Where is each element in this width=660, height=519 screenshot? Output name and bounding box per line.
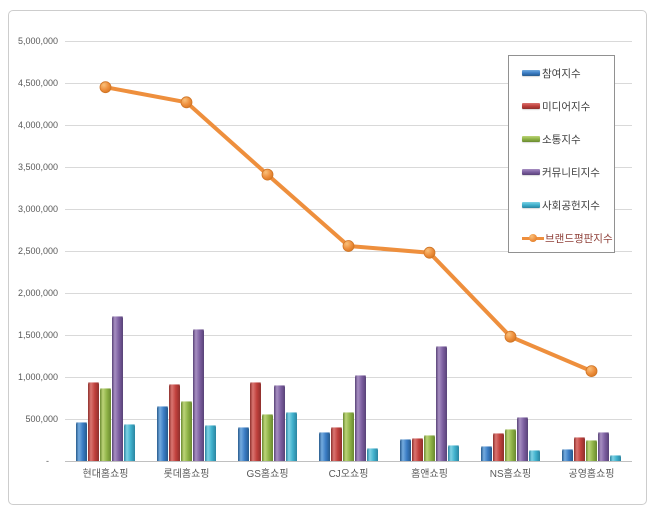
y-axis-tick-label: - (46, 456, 49, 466)
y-axis-tick-label: 2,500,000 (17, 246, 58, 256)
bar (598, 432, 609, 461)
bar (100, 388, 111, 461)
legend-item: 커뮤니티지수 (522, 163, 600, 181)
bar (493, 433, 504, 461)
legend-label: 커뮤니티지수 (542, 166, 600, 179)
y-axis-tick-label: 1,000,000 (17, 372, 58, 382)
bar (157, 406, 168, 461)
legend-line-swatch (522, 233, 544, 243)
y-axis-tick-label: 5,000,000 (17, 36, 58, 46)
bar (331, 427, 342, 461)
gridline (65, 377, 632, 378)
bar (436, 346, 447, 461)
bar (262, 414, 273, 461)
gridline (65, 83, 632, 84)
y-axis-tick-label: 4,000,000 (17, 120, 58, 130)
bar (193, 329, 204, 461)
bar (169, 384, 180, 461)
bar (424, 435, 435, 461)
bar (238, 427, 249, 461)
bar (355, 375, 366, 461)
legend-swatch (522, 136, 540, 142)
bar (517, 417, 528, 461)
legend-item: 미디어지수 (522, 97, 590, 115)
bar (610, 455, 621, 461)
y-axis-tick-label: 1,500,000 (17, 330, 58, 340)
y-axis-tick-label: 2,000,000 (17, 288, 58, 298)
x-axis-category-label: 공영홈쇼핑 (568, 469, 615, 480)
x-axis-category-label: GS홈쇼핑 (246, 469, 289, 480)
legend-label: 사회공헌지수 (542, 199, 600, 212)
bar (448, 445, 459, 461)
y-axis-tick-label: 500,000 (25, 414, 58, 424)
bar (181, 401, 192, 461)
legend-label: 브랜드평판지수 (545, 232, 613, 245)
x-axis-category-label: 홈앤쇼핑 (411, 469, 448, 480)
legend-swatch (522, 202, 540, 208)
y-axis-tick-label: 3,500,000 (17, 162, 58, 172)
gridline (65, 293, 632, 294)
bar (343, 412, 354, 461)
legend-swatch (522, 103, 540, 109)
bar (76, 422, 87, 461)
bar (88, 382, 99, 461)
legend-item: 사회공헌지수 (522, 196, 600, 214)
bar (367, 448, 378, 461)
bar (124, 424, 135, 461)
legend-item: 소통지수 (522, 130, 581, 148)
legend-label: 참여지수 (542, 67, 581, 80)
x-axis-category-label: 현대홈쇼핑 (82, 469, 129, 480)
bar (505, 429, 516, 461)
bar (250, 382, 261, 461)
y-axis-tick-label: 3,000,000 (17, 204, 58, 214)
legend-item: 브랜드평판지수 (522, 229, 613, 247)
x-axis-category-label: CJ오쇼핑 (328, 469, 369, 480)
gridline (65, 41, 632, 42)
legend-label: 소통지수 (542, 133, 581, 146)
bar (112, 316, 123, 461)
bar (481, 446, 492, 461)
legend-item: 참여지수 (522, 64, 581, 82)
bar (319, 432, 330, 461)
bar (286, 412, 297, 461)
x-axis-category-label: NS홈쇼핑 (489, 469, 532, 480)
bar (586, 440, 597, 461)
bar (574, 437, 585, 461)
legend-label: 미디어지수 (542, 100, 591, 113)
bar (529, 450, 540, 461)
bar (400, 439, 411, 461)
legend-line-marker (529, 234, 537, 242)
bar (205, 425, 216, 461)
bar (274, 385, 285, 461)
bar (412, 438, 423, 461)
legend-swatch (522, 70, 540, 76)
gridline (65, 335, 632, 336)
legend-swatch (522, 169, 540, 175)
bar (562, 449, 573, 461)
y-axis-tick-label: 4,500,000 (17, 78, 58, 88)
x-axis-line (65, 461, 632, 462)
x-axis-category-label: 롯데홈쇼핑 (163, 469, 210, 480)
